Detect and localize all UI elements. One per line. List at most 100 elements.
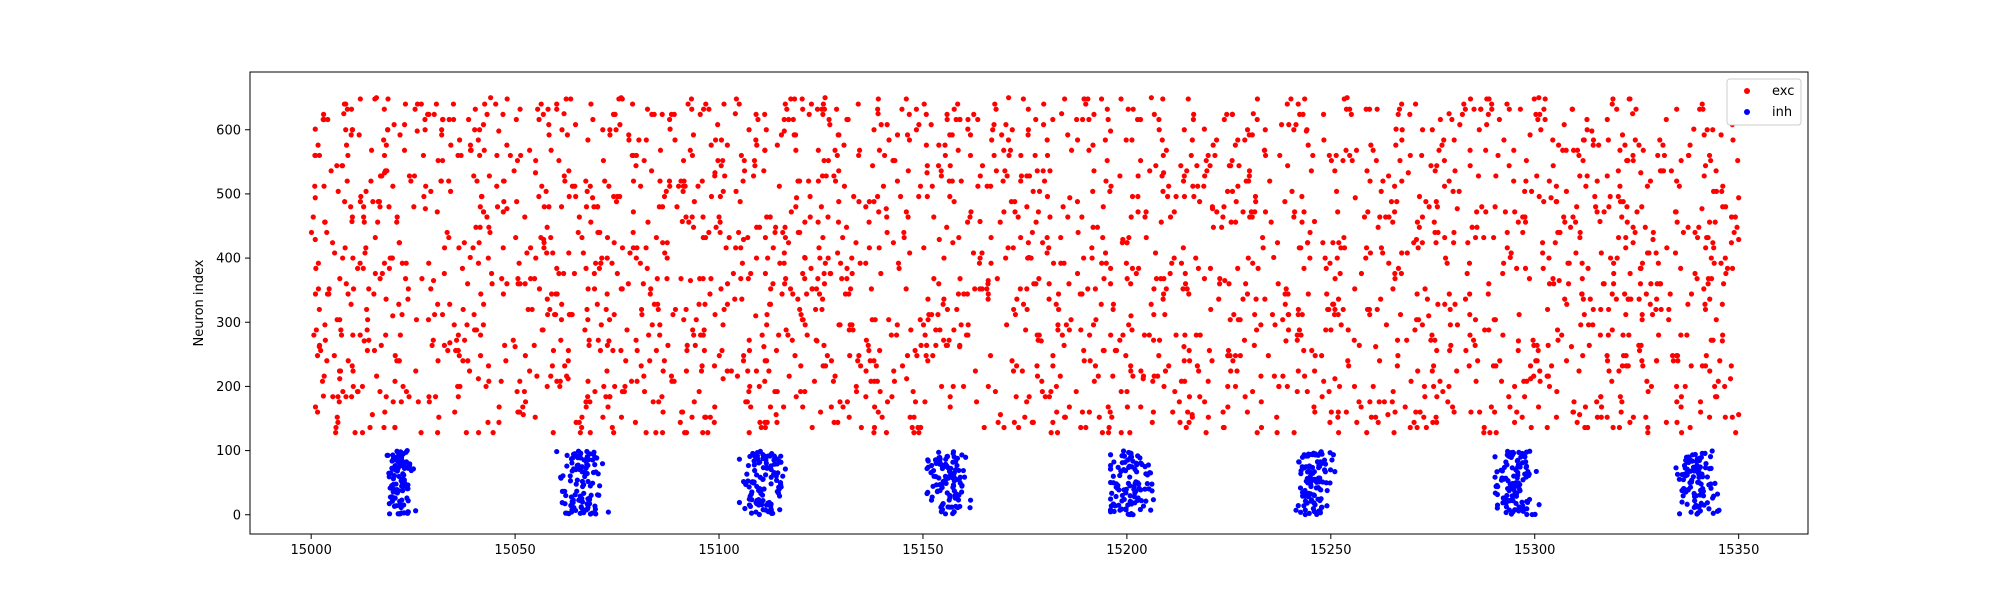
exc-point	[349, 214, 355, 220]
exc-point	[522, 353, 528, 359]
exc-point	[1091, 168, 1097, 174]
exc-point	[1225, 347, 1232, 354]
inh-point	[778, 482, 784, 488]
exc-point	[1129, 137, 1135, 143]
exc-point	[1148, 301, 1154, 307]
exc-point	[471, 327, 478, 333]
exc-point	[1647, 178, 1654, 184]
exc-point	[935, 163, 942, 169]
exc-point	[1014, 363, 1020, 369]
inh-point	[1323, 480, 1329, 486]
exc-point	[1550, 137, 1556, 143]
exc-point	[1554, 388, 1560, 395]
exc-point	[773, 412, 779, 418]
exc-point	[1710, 240, 1716, 246]
exc-point	[392, 353, 398, 359]
exc-point	[465, 281, 471, 287]
exc-point	[1010, 245, 1016, 251]
exc-point	[1664, 245, 1670, 251]
exc-point	[1153, 163, 1159, 169]
exc-point	[736, 101, 742, 107]
exc-point	[800, 404, 806, 410]
exc-point	[614, 270, 620, 277]
exc-point	[1643, 291, 1649, 297]
exc-point	[1044, 152, 1051, 159]
inh-point	[580, 506, 586, 512]
exc-point	[715, 122, 721, 128]
exc-point	[875, 106, 881, 112]
exc-point	[477, 204, 483, 210]
exc-point	[1701, 286, 1707, 292]
exc-point	[1370, 383, 1376, 390]
inh-point	[1703, 461, 1709, 467]
exc-point	[1193, 332, 1199, 338]
exc-point	[527, 245, 534, 251]
exc-point	[1254, 430, 1260, 436]
exc-point	[989, 137, 995, 143]
exc-point	[1655, 260, 1661, 266]
inh-point	[1144, 481, 1150, 487]
exc-point	[1086, 332, 1093, 338]
exc-point	[1089, 255, 1095, 261]
exc-point	[533, 255, 539, 261]
inh-point	[1708, 485, 1714, 491]
exc-point	[1687, 424, 1693, 431]
exc-point	[531, 276, 538, 282]
exc-point	[396, 301, 402, 307]
inh-point	[1319, 451, 1325, 457]
exc-point	[651, 111, 657, 117]
exc-point	[988, 260, 994, 266]
inh-point	[578, 451, 584, 457]
exc-point	[1036, 188, 1043, 194]
exc-point	[1639, 260, 1646, 266]
exc-point	[1383, 214, 1389, 220]
exc-point	[923, 111, 929, 117]
exc-point	[398, 399, 404, 405]
exc-point	[1483, 147, 1489, 153]
exc-point	[435, 358, 441, 364]
exc-point	[905, 168, 911, 174]
inh-point	[760, 451, 766, 458]
inh-point	[1492, 454, 1498, 460]
exc-point	[428, 188, 434, 194]
exc-point	[541, 204, 547, 210]
exc-point	[455, 383, 461, 390]
exc-point	[361, 338, 367, 344]
exc-point	[1500, 270, 1506, 277]
exc-point	[908, 327, 914, 333]
exc-point	[947, 404, 953, 410]
inh-point	[1697, 492, 1703, 498]
exc-point	[337, 276, 343, 282]
exc-point	[1035, 209, 1042, 215]
exc-point	[1626, 332, 1632, 338]
exc-point	[883, 206, 889, 212]
exc-point	[664, 240, 670, 246]
exc-point	[751, 157, 758, 164]
inh-point	[405, 482, 411, 488]
exc-point	[766, 368, 772, 374]
exc-point	[1708, 276, 1715, 282]
exc-point	[925, 317, 931, 323]
exc-point	[510, 337, 516, 343]
inh-point	[1110, 473, 1116, 479]
exc-point	[1034, 363, 1040, 369]
inh-point	[751, 479, 757, 485]
exc-point	[1660, 142, 1666, 148]
exc-point	[1419, 322, 1425, 328]
exc-point	[1180, 286, 1186, 292]
exc-point	[372, 234, 378, 241]
exc-point	[1295, 311, 1301, 318]
exc-point	[777, 260, 783, 266]
exc-point	[696, 388, 702, 395]
exc-point	[1311, 218, 1318, 225]
exc-point	[1640, 147, 1646, 153]
exc-point	[1431, 363, 1437, 369]
exc-point	[390, 313, 396, 319]
exc-point	[529, 306, 535, 313]
exc-point	[720, 322, 726, 328]
exc-point	[1054, 430, 1061, 436]
exc-point	[1463, 347, 1469, 354]
inh-point	[1109, 490, 1115, 496]
exc-point	[435, 157, 441, 164]
exc-point	[1416, 193, 1423, 200]
